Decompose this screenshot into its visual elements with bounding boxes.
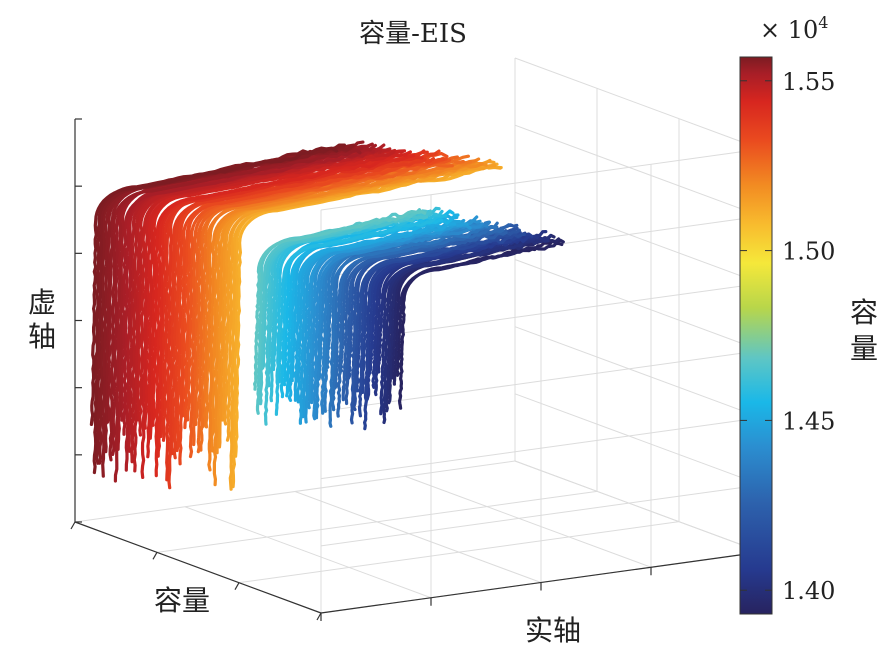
x-tick <box>152 552 158 560</box>
colorbar-exponent-base: × 10 <box>760 16 818 44</box>
eis-curve <box>336 228 505 418</box>
eis-curve <box>207 157 481 472</box>
x-axis-label: 容量 <box>154 584 210 617</box>
eis-curve <box>124 143 386 472</box>
x-tick <box>70 521 76 530</box>
eis-curve <box>312 222 484 421</box>
grid-line <box>514 326 762 419</box>
eis-curve <box>304 223 472 424</box>
grid-line <box>514 259 762 351</box>
eis-curve <box>156 153 416 458</box>
eis-curve <box>151 152 408 427</box>
colorbar-tick-label: 1.45 <box>782 407 835 435</box>
eis-curve <box>201 160 473 428</box>
eis-curve <box>333 225 499 390</box>
colorbar-tick-label: 1.40 <box>782 577 835 605</box>
chart-title: 容量-EIS <box>359 19 467 49</box>
eis-curve <box>192 162 454 447</box>
grid-line <box>514 57 762 150</box>
eis-curve <box>277 214 448 384</box>
eis-curve <box>180 157 448 418</box>
eis-curve <box>363 231 527 431</box>
grid-line <box>514 460 762 553</box>
colorbar-label: 容 <box>850 296 878 329</box>
z-axis-label: 虚 <box>28 286 56 319</box>
data-curves <box>89 140 565 491</box>
grid-line <box>320 417 762 480</box>
eis-curve <box>143 149 407 430</box>
colorbar-gradient <box>739 56 773 615</box>
eis-curve <box>357 231 522 418</box>
colorbar-tick-label: 1.50 <box>782 238 835 266</box>
grid-line <box>514 191 762 284</box>
axis-line <box>74 521 322 614</box>
eis-curve <box>379 237 550 416</box>
eis-curve <box>119 148 373 422</box>
colorbar-exponent-power: 4 <box>818 13 828 32</box>
eis-curve <box>253 209 427 391</box>
eis-curve <box>167 157 427 490</box>
colorbar-exponent: × 104 <box>760 13 828 44</box>
grid-line <box>184 506 432 599</box>
eis-curve <box>293 222 457 402</box>
colorbar-tick-label: 1.55 <box>782 68 835 96</box>
grid-line <box>320 484 762 547</box>
grid-line <box>320 148 762 211</box>
grid-line <box>320 350 762 412</box>
y-axis-label: 实轴 <box>525 614 581 647</box>
axes <box>70 118 762 621</box>
x-tick <box>316 612 322 621</box>
colorbar-ticks: 1.55 1.50 1.45 1.40 <box>740 68 835 605</box>
grid-line <box>294 491 542 583</box>
eis-curve <box>301 218 466 419</box>
eis-curve <box>344 229 508 406</box>
eis-curve <box>178 157 446 466</box>
x-tick <box>234 582 240 590</box>
eis-curve <box>368 234 531 375</box>
colorbar: 1.55 1.50 1.45 1.40 × 104 容 量 <box>739 13 878 615</box>
eis-curve <box>111 146 364 456</box>
eis-curve <box>274 209 444 416</box>
z-axis-label-2: 轴 <box>28 320 56 353</box>
grid-line <box>404 475 652 568</box>
colorbar-label-2: 量 <box>850 332 878 365</box>
eis-curve <box>138 148 397 437</box>
grid-line <box>514 124 762 217</box>
eis-curve <box>89 146 339 426</box>
eis-curve <box>320 220 491 415</box>
grid-line <box>514 393 762 486</box>
